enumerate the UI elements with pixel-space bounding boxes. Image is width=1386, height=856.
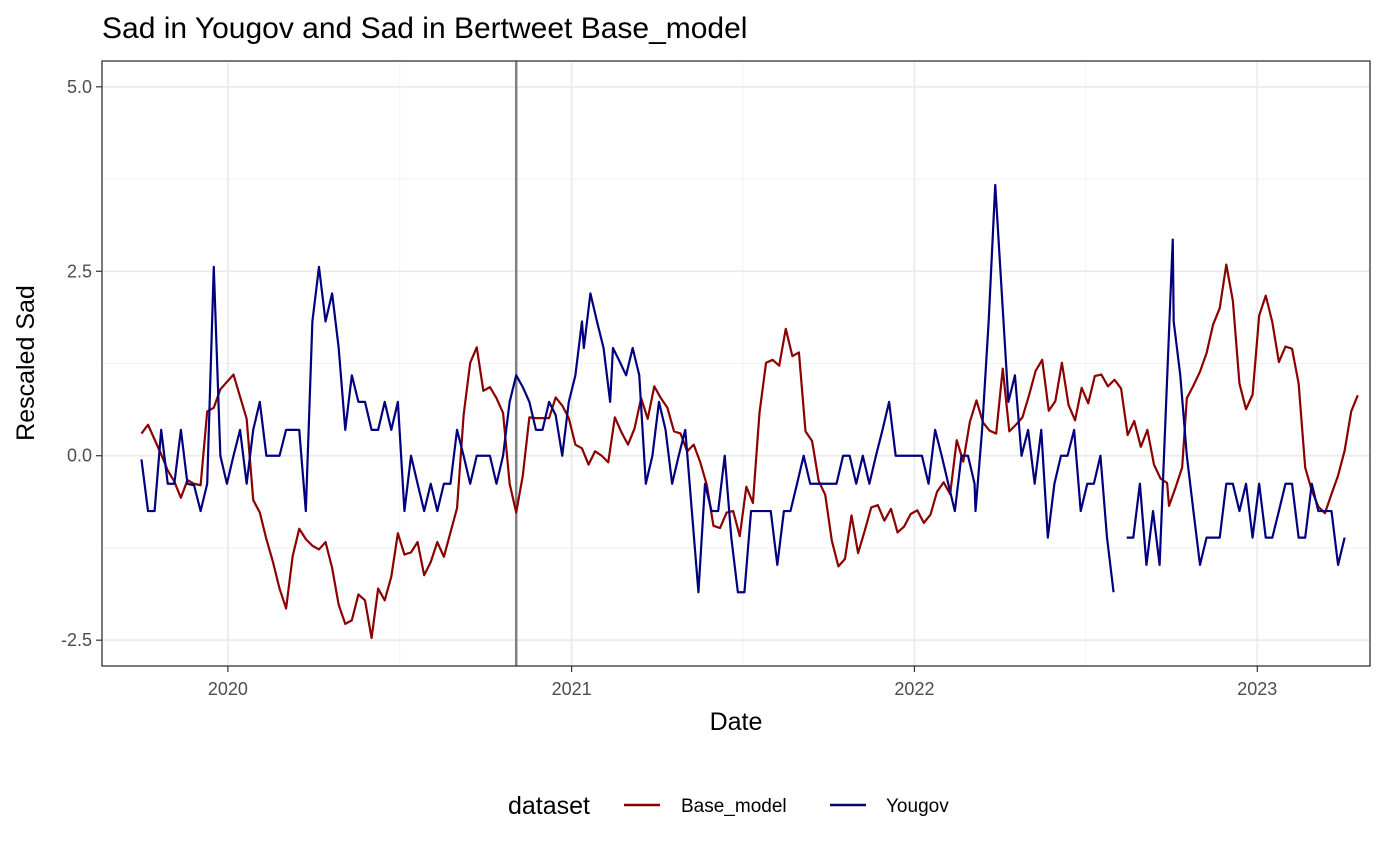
legend-title: dataset	[508, 792, 590, 820]
major-gridlines	[102, 61, 1370, 666]
chart-title: Sad in Yougov and Sad in Bertweet Base_m…	[102, 12, 747, 45]
legend-label-base-model: Base_model	[681, 796, 787, 817]
y-tick-label: 2.5	[67, 261, 92, 281]
x-axis-title: Date	[710, 708, 763, 736]
legend-label-yougov: Yougov	[886, 796, 949, 817]
x-tick-label: 2023	[1237, 679, 1277, 699]
series-line-yougov	[140, 183, 1115, 594]
y-tick-label: 5.0	[67, 77, 92, 97]
minor-gridlines	[102, 61, 1370, 666]
x-tick-label: 2020	[208, 679, 248, 699]
y-axis-title: Rescaled Sad	[12, 285, 40, 441]
y-tick-label: -2.5	[61, 630, 92, 650]
series-line-yougov	[1126, 238, 1346, 567]
panel-border	[101, 60, 1371, 667]
series-lines	[140, 183, 1359, 640]
y-tick-label: 0.0	[67, 446, 92, 466]
legend: dataset Base_model Yougov	[508, 792, 949, 820]
series-line-base-model	[140, 263, 1359, 640]
x-tick-label: 2022	[894, 679, 934, 699]
x-tick-label: 2021	[552, 679, 592, 699]
plot-area	[101, 60, 1371, 667]
x-axis: 2020 2021 2022 2023	[208, 666, 1277, 699]
y-axis: -2.5 0.0 2.5 5.0	[61, 77, 102, 650]
